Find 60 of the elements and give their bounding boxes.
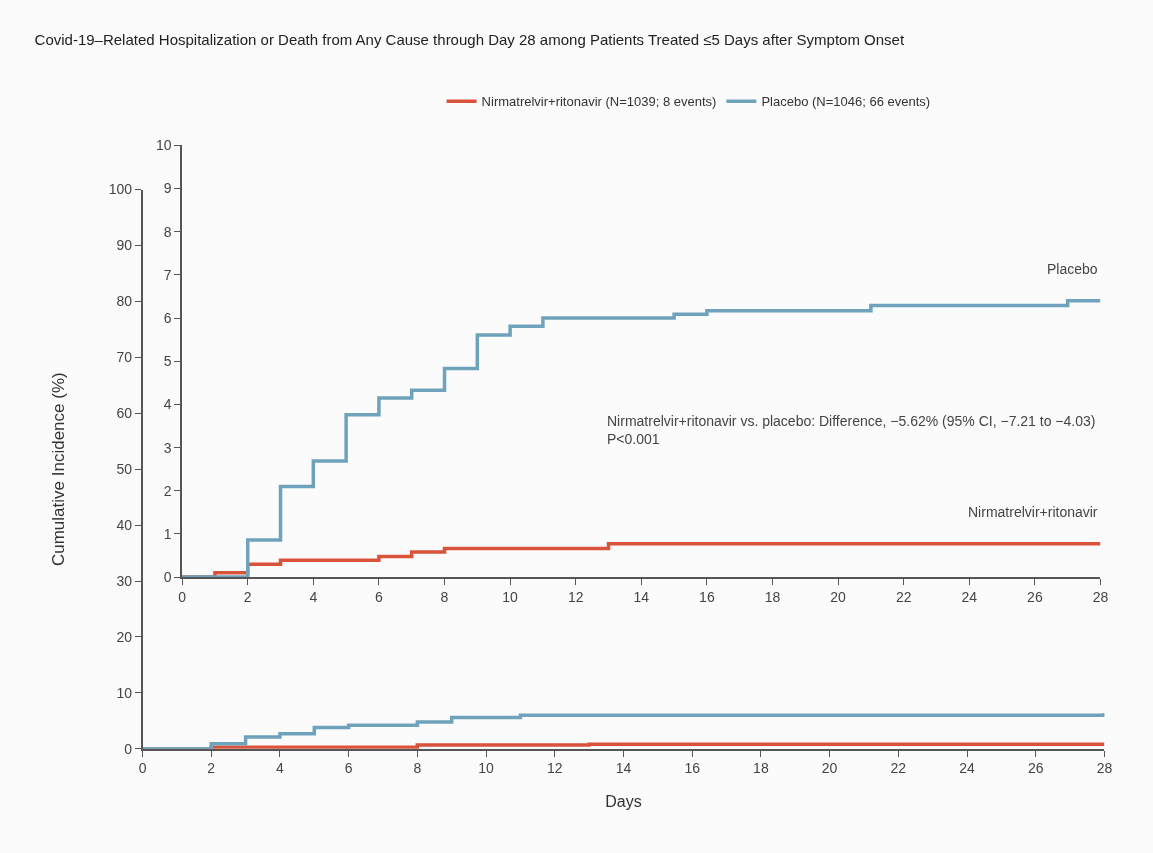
annotation: Nirmatrelvir+ritonavir vs. placebo: Difference, −5.62% (95% CI, −7.21 to −4.03) P<0.001 xyxy=(607,413,1096,448)
y-tick-label: 5 xyxy=(163,353,172,370)
x-tick-label: 18 xyxy=(764,588,781,605)
x-tick-label: 22 xyxy=(895,588,912,605)
x-tick-label: 24 xyxy=(959,760,976,777)
legend-label: Placebo (N=1046; 66 events) xyxy=(761,94,931,110)
x-tick-label: 18 xyxy=(753,760,769,777)
y-tick-label: 9 xyxy=(163,180,172,197)
x-tick-label: 28 xyxy=(1092,588,1109,605)
x-tick-label: 8 xyxy=(440,588,449,605)
x-tick-label: 20 xyxy=(830,588,847,605)
y-tick-label: 100 xyxy=(108,181,133,198)
y-tick-label: 30 xyxy=(116,572,133,589)
x-tick-label: 4 xyxy=(309,588,318,605)
x-tick-label: 6 xyxy=(375,588,384,605)
y-tick-label: 8 xyxy=(163,223,172,240)
x-tick-label: 2 xyxy=(207,760,216,777)
y-tick-label: 20 xyxy=(116,628,133,645)
annotation: Placebo xyxy=(1047,261,1098,277)
x-axis-title: Days xyxy=(605,792,642,810)
y-tick-label: 0 xyxy=(163,569,172,586)
x-tick-label: 16 xyxy=(699,588,715,605)
y-tick-label: 2 xyxy=(163,482,172,499)
y-tick-label: 80 xyxy=(116,293,133,310)
x-tick-label: 10 xyxy=(502,588,519,605)
x-tick-label: 16 xyxy=(684,760,701,777)
legend-label: Nirmatrelvir+ritonavir (N=1039; 8 events) xyxy=(481,94,717,110)
annotation: Nirmatrelvir+ritonavir xyxy=(968,504,1098,520)
x-tick-label: 26 xyxy=(1027,760,1044,777)
x-tick-label: 8 xyxy=(413,760,422,777)
y-tick-label: 4 xyxy=(163,396,172,413)
x-tick-label: 10 xyxy=(478,760,495,777)
x-tick-label: 6 xyxy=(344,760,353,777)
y-tick-label: 90 xyxy=(116,237,133,254)
x-tick-label: 12 xyxy=(546,760,563,777)
y-tick-label: 1 xyxy=(163,525,172,542)
x-tick-label: 0 xyxy=(138,760,147,777)
x-tick-label: 28 xyxy=(1096,760,1113,777)
y-tick-label: 40 xyxy=(116,517,133,534)
x-tick-label: 4 xyxy=(276,760,285,777)
x-tick-label: 26 xyxy=(1027,588,1043,605)
x-tick-label: 22 xyxy=(890,760,907,777)
x-tick-label: 0 xyxy=(178,588,187,605)
y-tick-label: 0 xyxy=(124,740,133,757)
y-tick-label: 60 xyxy=(116,405,133,422)
y-tick-label: 70 xyxy=(116,349,133,366)
x-tick-label: 14 xyxy=(615,760,632,777)
y-tick-label: 6 xyxy=(163,309,172,326)
y-tick-label: 7 xyxy=(163,266,172,283)
y-axis-title: Cumulative Incidence (%) xyxy=(48,372,68,567)
y-tick-label: 10 xyxy=(156,137,172,154)
chart-title: Covid-19–Related Hospitalization or Death from Any Cause through Day 28 among Patients Treated ≤5 Days after Symptom Onset xyxy=(34,30,905,48)
x-tick-label: 24 xyxy=(961,588,978,605)
y-tick-label: 10 xyxy=(116,684,133,701)
y-tick-label: 3 xyxy=(163,439,172,456)
x-tick-label: 12 xyxy=(567,588,584,605)
y-tick-label: 50 xyxy=(116,461,133,478)
x-tick-label: 2 xyxy=(243,588,252,605)
x-tick-label: 20 xyxy=(821,760,838,777)
x-tick-label: 14 xyxy=(633,588,650,605)
